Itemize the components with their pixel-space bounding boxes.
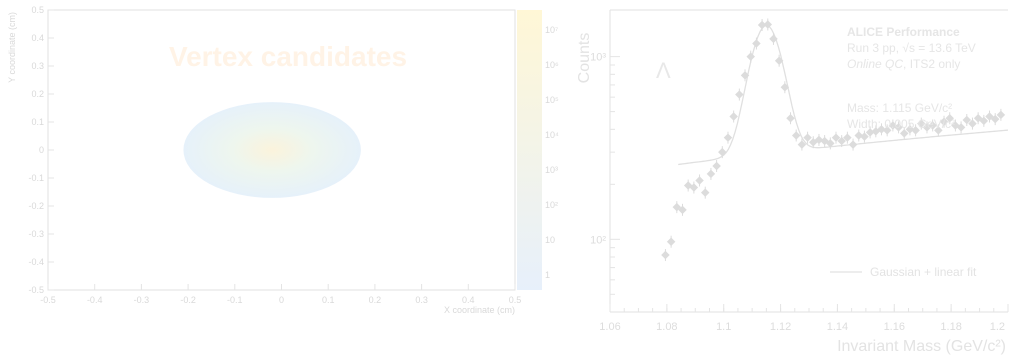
- heatmap-y-tick-label: -0.3: [28, 229, 44, 239]
- data-point: [774, 54, 784, 67]
- data-point: [797, 138, 807, 151]
- mass-x-tick-label: 1.1: [716, 321, 731, 333]
- heatmap-y-tick-label: 0.5: [31, 5, 44, 15]
- mass-y-tick-label: 10²: [590, 234, 606, 246]
- heatmap-panel: Vertex candidates -0.5 -0.4 -0.3 -0.2 -0.1 0 0…: [7, 5, 559, 315]
- vertex-distribution: [183, 102, 361, 198]
- qc-mode: Online QC: [847, 57, 903, 71]
- mass-x-tick-label: 1.06: [599, 321, 620, 333]
- heatmap-x-tick-label: -0.4: [87, 295, 103, 305]
- colorbar-label: 10⁶: [545, 60, 559, 70]
- heatmap-x-tick-label: 0.4: [462, 295, 475, 305]
- colorbar-label: 10⁴: [545, 130, 559, 140]
- qc-label: Online QC, ITS2 only: [847, 57, 960, 71]
- data-point: [661, 249, 670, 262]
- colorbar-label: 1: [545, 270, 550, 280]
- colorbar-label: 10²: [545, 200, 558, 210]
- heatmap-y-ticks: 0.5 0.4 0.3 0.2 0.1 0 -0.1 -0.2 -0.3 -0.4 -0.5: [28, 5, 54, 295]
- mass-y-tick-label: 10³: [590, 52, 606, 64]
- heatmap-title: Vertex candidates: [169, 41, 407, 72]
- heatmap-x-tick-label: 0.1: [322, 295, 335, 305]
- heatmap-x-tick-label: 0.3: [415, 295, 428, 305]
- run-label: Run 3 pp, √s = 13.6 TeV: [847, 41, 976, 55]
- mass-x-label: Invariant Mass (GeV/c²): [837, 338, 1006, 355]
- heatmap-x-tick-label: -0.5: [40, 295, 56, 305]
- heatmap-y-tick-label: 0.1: [31, 117, 44, 127]
- heatmap-x-ticks: -0.5 -0.4 -0.3 -0.2 -0.1 0 0.1 0.2 0.3 0.4 0.5: [40, 284, 521, 305]
- heatmap-y-label: Y coordinate (cm): [7, 12, 17, 83]
- legend-entry: Gaussian + linear fit: [870, 265, 977, 279]
- colorbar-label: 10³: [545, 165, 558, 175]
- heatmap-y-tick-label: -0.4: [28, 257, 44, 267]
- heatmap-x-label: X coordinate (cm): [444, 305, 515, 315]
- heatmap-y-tick-label: 0: [39, 145, 44, 155]
- heatmap-x-tick-label: -0.2: [180, 295, 196, 305]
- data-point: [695, 174, 704, 187]
- mass-x-ticks: 1.06 1.08 1.1 1.12 1.14 1.16 1.18 1.2: [599, 304, 1009, 333]
- heatmap-x-tick-label: 0.2: [369, 295, 382, 305]
- heatmap-y-tick-label: -0.5: [28, 285, 44, 295]
- mass-x-tick-label: 1.14: [827, 321, 848, 333]
- data-point: [712, 159, 721, 172]
- detector-label: , ITS2 only: [903, 57, 960, 71]
- data-point: [706, 167, 716, 180]
- colorbar-label: 10⁵: [545, 95, 559, 105]
- colorbar: [517, 10, 542, 290]
- data-point: [956, 121, 966, 134]
- heatmap-x-tick-label: -0.3: [134, 295, 150, 305]
- heatmap-y-tick-label: -0.2: [28, 201, 44, 211]
- mass-x-tick-label: 1.08: [656, 321, 677, 333]
- mass-x-tick-label: 1.2: [990, 321, 1005, 333]
- mass-panel: 1.06 1.08 1.1 1.12 1.14 1.16 1.18 1.2 10³ 10² Co…: [576, 9, 1009, 355]
- heatmap-x-tick-label: -0.1: [227, 295, 243, 305]
- data-point: [666, 235, 676, 248]
- data-point: [723, 131, 733, 144]
- heatmap-x-tick-label: 0.5: [509, 295, 522, 305]
- data-point: [820, 135, 829, 148]
- mass-x-tick-label: 1.18: [940, 321, 961, 333]
- colorbar-label: 10: [545, 235, 555, 245]
- experiment-label: ALICE Performance: [847, 25, 960, 39]
- heatmap-y-tick-label: 0.4: [31, 33, 44, 43]
- heatmap-y-tick-label: 0.2: [31, 89, 44, 99]
- width-value-label: Width: 0.005 GeV/c²: [847, 117, 955, 131]
- data-point: [769, 32, 778, 45]
- data-point: [700, 186, 710, 199]
- heatmap-y-tick-label: 0.3: [31, 61, 44, 71]
- data-point: [729, 110, 738, 123]
- data-point: [683, 179, 693, 192]
- particle-label: Λ: [656, 58, 671, 83]
- fit-curve: [678, 24, 1009, 166]
- mass-y-label: Counts: [576, 33, 593, 84]
- mass-x-tick-label: 1.12: [770, 321, 791, 333]
- heatmap-y-tick-label: -0.1: [28, 173, 44, 183]
- data-point: [848, 138, 858, 151]
- data-point: [780, 81, 790, 94]
- data-point: [689, 181, 699, 194]
- heatmap-x-tick-label: 0: [279, 295, 284, 305]
- colorbar-label: 10⁷: [545, 25, 558, 35]
- data-point: [752, 37, 761, 50]
- mass-value-label: Mass: 1.115 GeV/c²: [847, 101, 952, 115]
- data-point: [718, 146, 727, 159]
- colorbar-labels: 10⁷ 10⁶ 10⁵ 10⁴ 10³ 10² 10 1: [545, 25, 559, 280]
- mass-x-tick-label: 1.16: [884, 321, 905, 333]
- mass-y-ticks: 10³ 10²: [590, 52, 620, 295]
